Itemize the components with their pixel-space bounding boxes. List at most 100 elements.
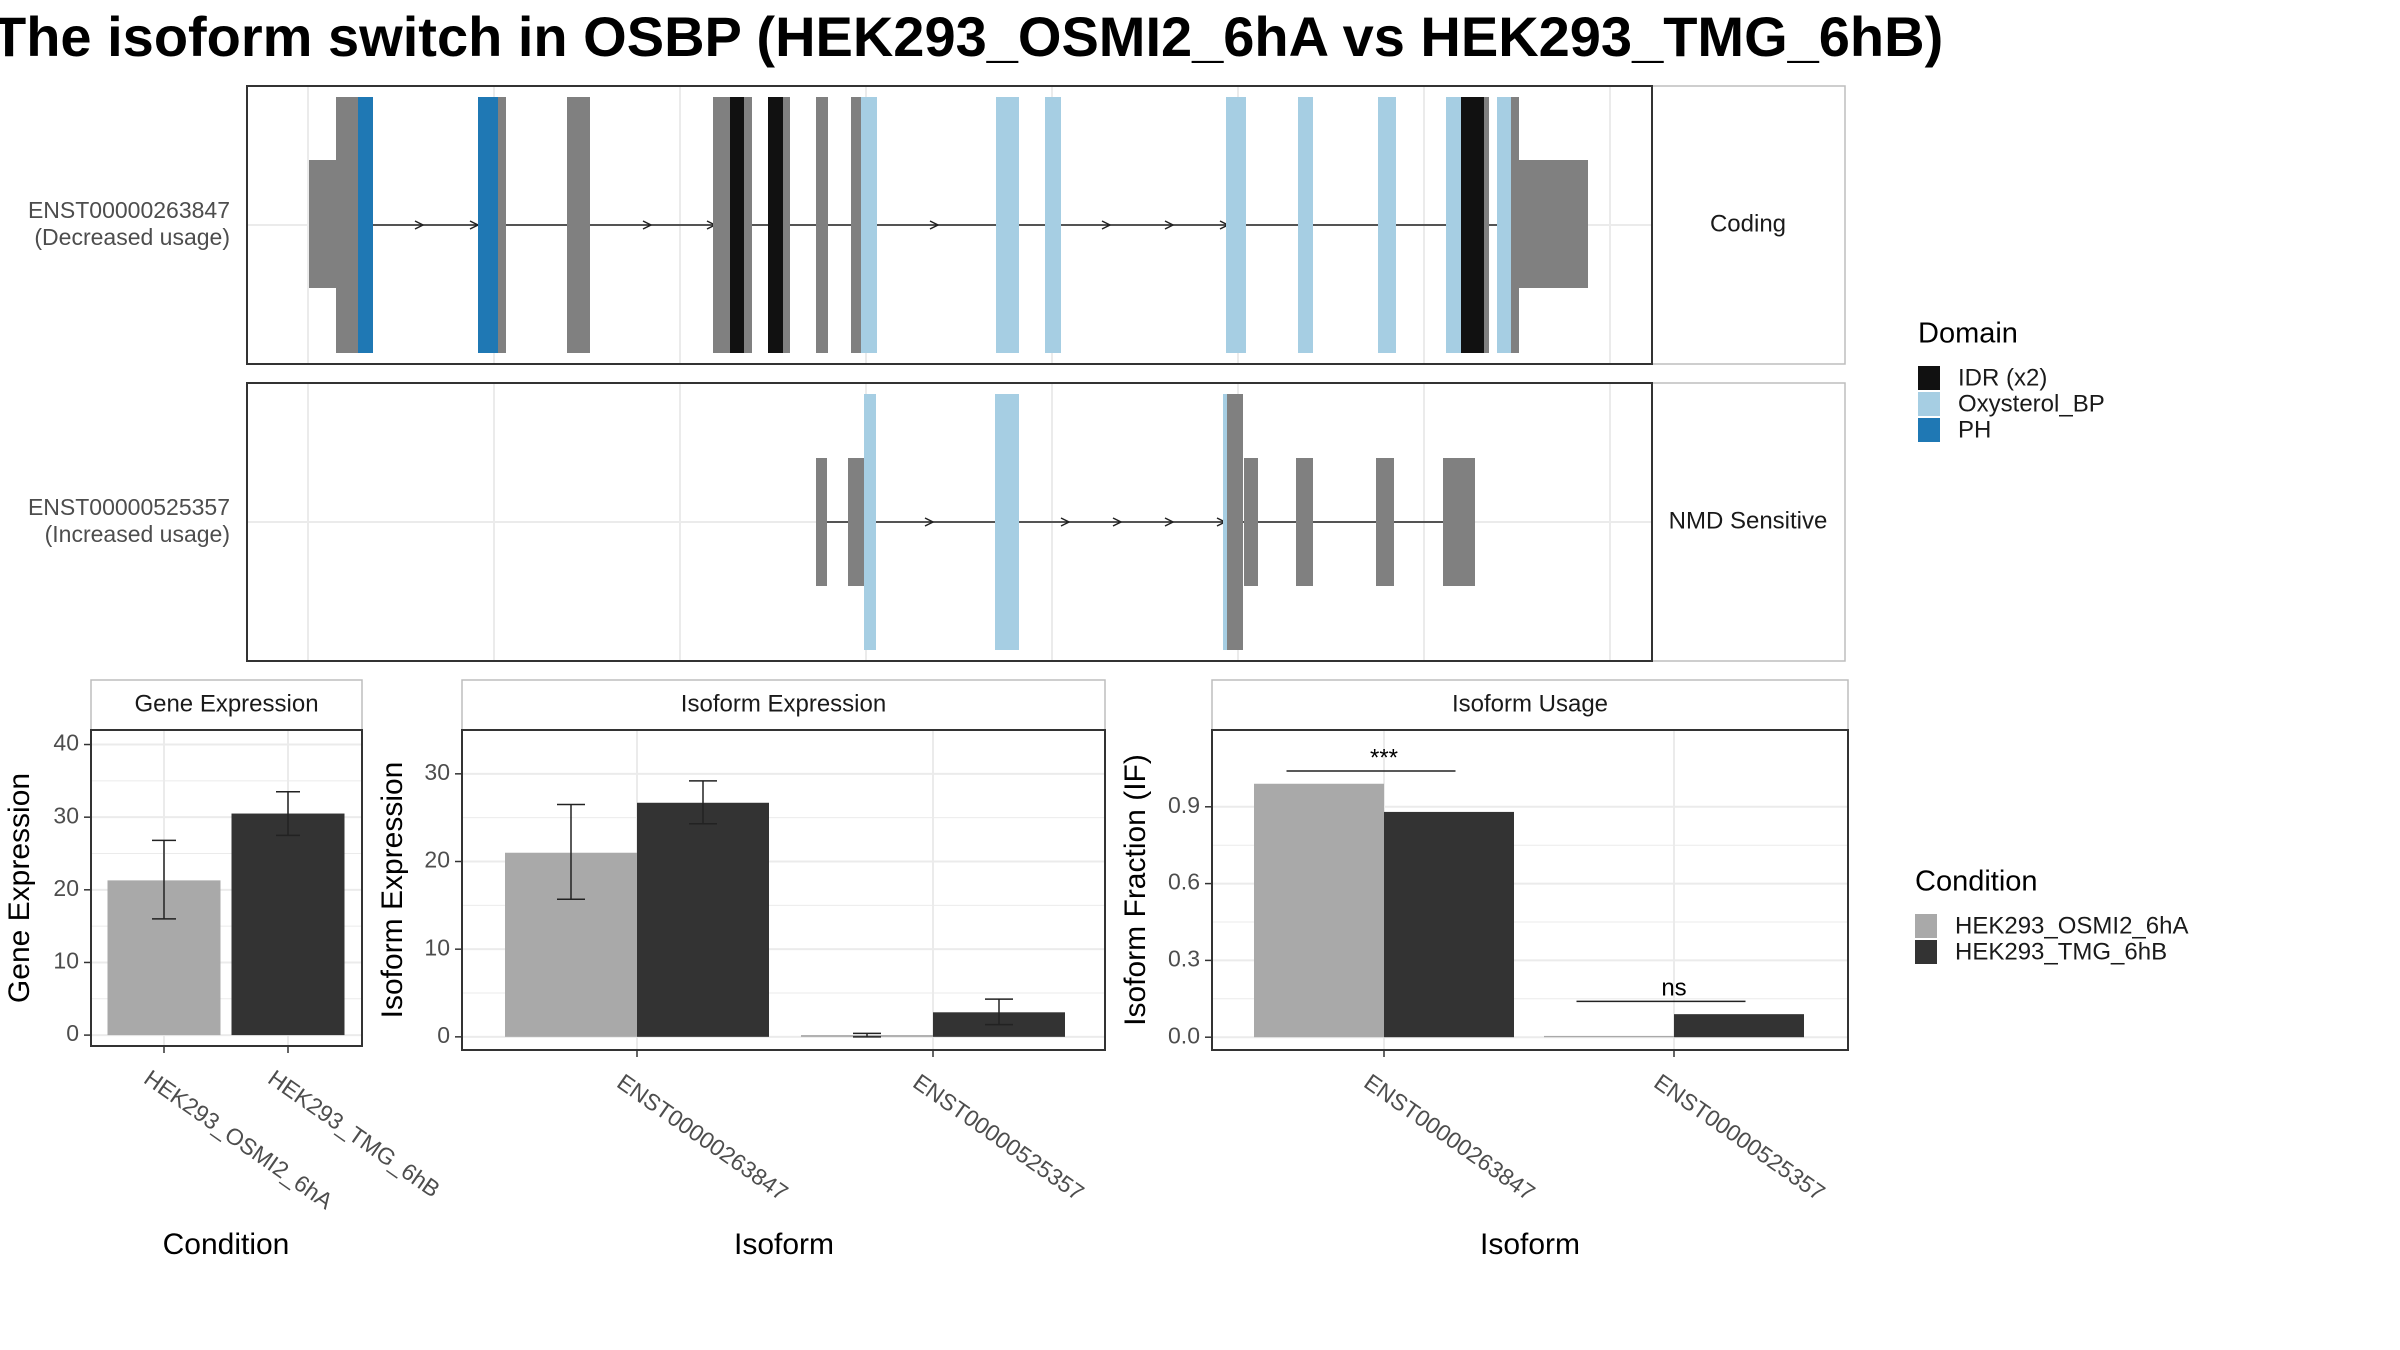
domain-legend-label: PH: [1958, 416, 1991, 443]
utr-block: [1508, 160, 1588, 288]
domain-legend-swatch: [1918, 392, 1940, 416]
chart-strip: [1211, 679, 1849, 731]
intron-arrow: [1101, 220, 1112, 230]
exon-block: [1511, 97, 1519, 353]
x-tick-label: ENST00000263847: [612, 1069, 792, 1206]
chart-panel-border: [461, 729, 1106, 1051]
utr-block: [1296, 458, 1313, 586]
structure-panel-border: [246, 382, 1653, 662]
significance-label: ***: [1370, 744, 1398, 771]
exon-block: [861, 97, 877, 353]
bar: [1254, 783, 1384, 1038]
y-tick-label: 0.3: [1168, 945, 1200, 971]
y-tick-label: 0.6: [1168, 869, 1200, 895]
utr-block: [309, 160, 336, 288]
exon-block: [358, 97, 373, 353]
exon-block: [995, 394, 1019, 650]
exon-block: [1227, 394, 1243, 650]
domain-legend-label: Oxysterol_BP: [1958, 390, 2105, 417]
chart-title: Isoform Usage: [1452, 690, 1608, 717]
y-tick-label: 0.0: [1168, 1022, 1200, 1048]
intron-arrow: [924, 517, 935, 527]
exon-block: [713, 97, 730, 353]
exon-block: [768, 97, 783, 353]
utr-block: [816, 458, 827, 586]
exon-block: [851, 97, 861, 353]
exon-block: [816, 97, 828, 353]
intron-arrow: [1060, 517, 1071, 527]
exon-block: [783, 97, 790, 353]
domain-legend-label: IDR (x2): [1958, 364, 2047, 391]
x-tick-label: ENST00000525357: [1649, 1069, 1829, 1206]
bar: [1384, 811, 1514, 1038]
utr-block: [1244, 458, 1258, 586]
intron-arrow: [1164, 517, 1175, 527]
facet-strip: [1651, 85, 1846, 365]
exon-block: [1497, 97, 1511, 353]
exon-block: [864, 394, 876, 650]
facet-strip-label: Coding: [1710, 210, 1786, 237]
y-tick-label: 30: [424, 759, 450, 785]
y-tick-label: 20: [424, 847, 450, 873]
y-axis-title: Isoform Fraction (IF): [1119, 754, 1152, 1026]
condition-legend-swatch: [1915, 914, 1937, 938]
exon-block: [1223, 394, 1227, 650]
intron-arrow: [1112, 517, 1123, 527]
exon-block: [567, 97, 590, 353]
condition-legend-label: HEK293_OSMI2_6hA: [1955, 912, 2188, 939]
y-axis-title: Isoform Expression: [376, 762, 409, 1019]
page-title: The isoform switch in OSBP (HEK293_OSMI2…: [0, 5, 1944, 68]
chart-panel-border: [1211, 729, 1849, 1051]
intron-arrow: [1164, 220, 1175, 230]
bar: [637, 802, 769, 1037]
y-tick-label: 20: [53, 875, 79, 901]
bar: [1674, 1014, 1804, 1038]
chart-title: Gene Expression: [134, 690, 318, 717]
y-tick-label: 10: [424, 934, 450, 960]
y-tick-label: 10: [53, 948, 79, 974]
y-tick-label: 0: [66, 1020, 79, 1046]
significance-label: ns: [1661, 975, 1686, 1002]
exon-block: [1298, 97, 1313, 353]
transcript-usage-label: (Decreased usage): [34, 224, 230, 250]
x-axis-title: Isoform: [734, 1228, 834, 1261]
exon-block: [1045, 97, 1061, 353]
y-tick-label: 30: [53, 802, 79, 828]
facet-strip-label: NMD Sensitive: [1669, 507, 1828, 534]
exon-block: [498, 97, 506, 353]
intron-arrow: [929, 220, 940, 230]
intron-arrow: [642, 220, 653, 230]
exon-block: [1446, 97, 1461, 353]
exon-block: [1226, 97, 1246, 353]
chart-panel-border: [90, 729, 363, 1047]
bar: [1544, 1035, 1674, 1038]
domain-legend-title: Domain: [1918, 318, 2018, 350]
chart-strip: [461, 679, 1106, 731]
exon-block: [336, 97, 358, 353]
exon-block: [478, 97, 498, 353]
condition-legend-swatch: [1915, 940, 1937, 964]
transcript-id-label: ENST00000525357: [28, 494, 230, 520]
y-tick-label: 0: [437, 1022, 450, 1048]
exon-block: [744, 97, 752, 353]
structure-panel-border: [246, 85, 1653, 365]
condition-legend-label: HEK293_TMG_6hB: [1955, 938, 2167, 965]
transcript-id-label: ENST00000263847: [28, 197, 230, 223]
y-tick-label: 0.9: [1168, 792, 1200, 818]
exon-block: [1484, 97, 1489, 353]
chart-title: Isoform Expression: [681, 690, 886, 717]
y-tick-label: 40: [53, 730, 79, 756]
x-tick-label: ENST00000263847: [1359, 1069, 1539, 1206]
exon-block: [1461, 97, 1484, 353]
utr-block: [1376, 458, 1394, 586]
exon-block: [1378, 97, 1396, 353]
domain-legend-swatch: [1918, 418, 1940, 442]
y-axis-title: Gene Expression: [3, 773, 36, 1003]
transcript-usage-label: (Increased usage): [45, 521, 230, 547]
exon-block: [996, 97, 1019, 353]
utr-block: [848, 458, 864, 586]
intron-arrow: [414, 220, 425, 230]
x-axis-title: Condition: [163, 1228, 290, 1261]
domain-legend-swatch: [1918, 366, 1940, 390]
